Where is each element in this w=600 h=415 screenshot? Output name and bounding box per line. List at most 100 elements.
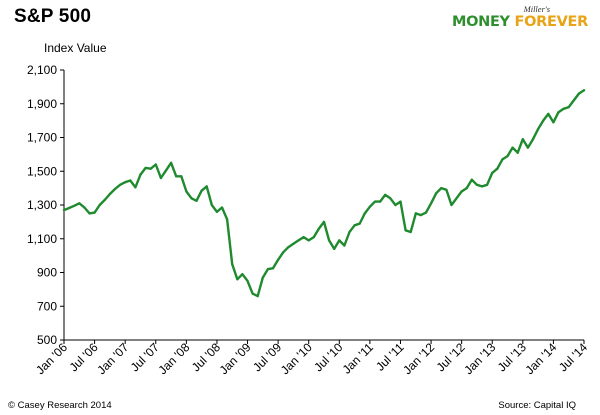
data-point (73, 204, 76, 207)
data-point (435, 192, 438, 195)
data-point (379, 200, 382, 203)
x-tick-label: Jan '10 (278, 340, 315, 377)
data-point (220, 206, 224, 209)
data-point (180, 175, 183, 178)
data-point (521, 138, 524, 141)
x-tick-label: Jan '14 (523, 340, 560, 377)
data-point (78, 202, 81, 205)
data-point (496, 167, 499, 170)
data-point (282, 251, 285, 254)
y-tick-label: 1,300 (27, 198, 57, 212)
y-tick-label: 900 (37, 266, 57, 280)
data-point (312, 236, 315, 239)
data-point (348, 230, 351, 234)
x-tick-label: Jan '08 (155, 340, 192, 377)
x-tick-label: Jul '10 (311, 340, 345, 374)
chart-title: S&P 500 (14, 6, 92, 27)
data-point (256, 295, 259, 298)
brand-tagline: Miller's (523, 4, 550, 14)
data-point (440, 187, 443, 190)
data-point (62, 209, 66, 212)
data-point (419, 214, 422, 217)
data-point (480, 185, 484, 188)
brand-logo: Miller's MONEY FOREVER (452, 4, 588, 30)
data-point (338, 239, 341, 242)
data-point (241, 273, 244, 276)
data-point (414, 212, 417, 215)
series-line (62, 89, 586, 298)
data-point (537, 128, 540, 131)
data-point (343, 244, 346, 247)
data-point (149, 167, 152, 170)
x-tick-label: Jan '12 (400, 340, 437, 377)
source-note: Source: Capital IQ (498, 400, 576, 411)
data-point (226, 218, 229, 221)
data-point (552, 121, 555, 124)
data-point (460, 190, 463, 193)
data-point (277, 258, 280, 261)
data-point (205, 185, 208, 188)
data-point (113, 187, 117, 191)
data-point (582, 89, 586, 92)
data-point (159, 176, 162, 180)
data-point (486, 183, 489, 186)
data-point (200, 189, 203, 192)
data-point (384, 193, 387, 196)
data-point (124, 181, 127, 184)
data-point (68, 206, 71, 210)
data-point (409, 230, 412, 234)
data-point (139, 173, 142, 176)
data-point (98, 203, 101, 207)
data-point (567, 106, 570, 109)
data-point (491, 171, 494, 174)
data-point (119, 183, 122, 186)
data-point (445, 188, 448, 191)
brand-money: MONEY (451, 14, 510, 30)
data-point (134, 186, 137, 189)
data-point (547, 112, 550, 115)
data-point (399, 200, 402, 203)
data-point (373, 200, 377, 203)
data-point (470, 178, 473, 181)
data-point (215, 210, 218, 213)
copyright-note: © Casey Research 2014 (8, 400, 112, 411)
data-point (526, 146, 530, 149)
data-point (450, 203, 453, 207)
data-point (322, 220, 326, 223)
data-point (358, 222, 361, 225)
data-point (88, 212, 91, 215)
y-tick-label: 700 (37, 299, 57, 313)
data-point (394, 203, 397, 207)
x-tick-label: Jan '11 (340, 340, 377, 377)
data-point (455, 197, 458, 200)
y-tick-label: 1,900 (27, 97, 57, 111)
data-point (251, 292, 254, 295)
data-point (170, 161, 173, 164)
x-tick-label: Jan '13 (461, 340, 498, 377)
data-point (292, 242, 295, 245)
data-point (430, 202, 433, 205)
data-point (185, 190, 188, 193)
data-point (297, 239, 300, 242)
brand-forever: FOREVER (514, 14, 589, 30)
data-point (501, 158, 504, 161)
data-point (577, 92, 581, 95)
y-axis-ticks: 500 700 900 1,100 1,300 1,500 1,700 1,900 2,100 (27, 63, 64, 347)
y-tick-label: 1,500 (27, 164, 57, 178)
data-point (531, 138, 535, 141)
data-point (154, 163, 157, 166)
data-point (307, 239, 310, 242)
y-tick-label: 500 (37, 333, 57, 347)
data-point (236, 278, 239, 281)
data-point (542, 119, 545, 122)
data-point (93, 211, 96, 214)
data-point (246, 279, 249, 282)
data-point (195, 199, 198, 202)
x-tick-label: Jan '07 (94, 340, 131, 377)
brand-name: MONEY FOREVER (452, 14, 588, 30)
data-point (231, 263, 234, 266)
data-point (465, 187, 468, 190)
data-point (389, 197, 392, 200)
